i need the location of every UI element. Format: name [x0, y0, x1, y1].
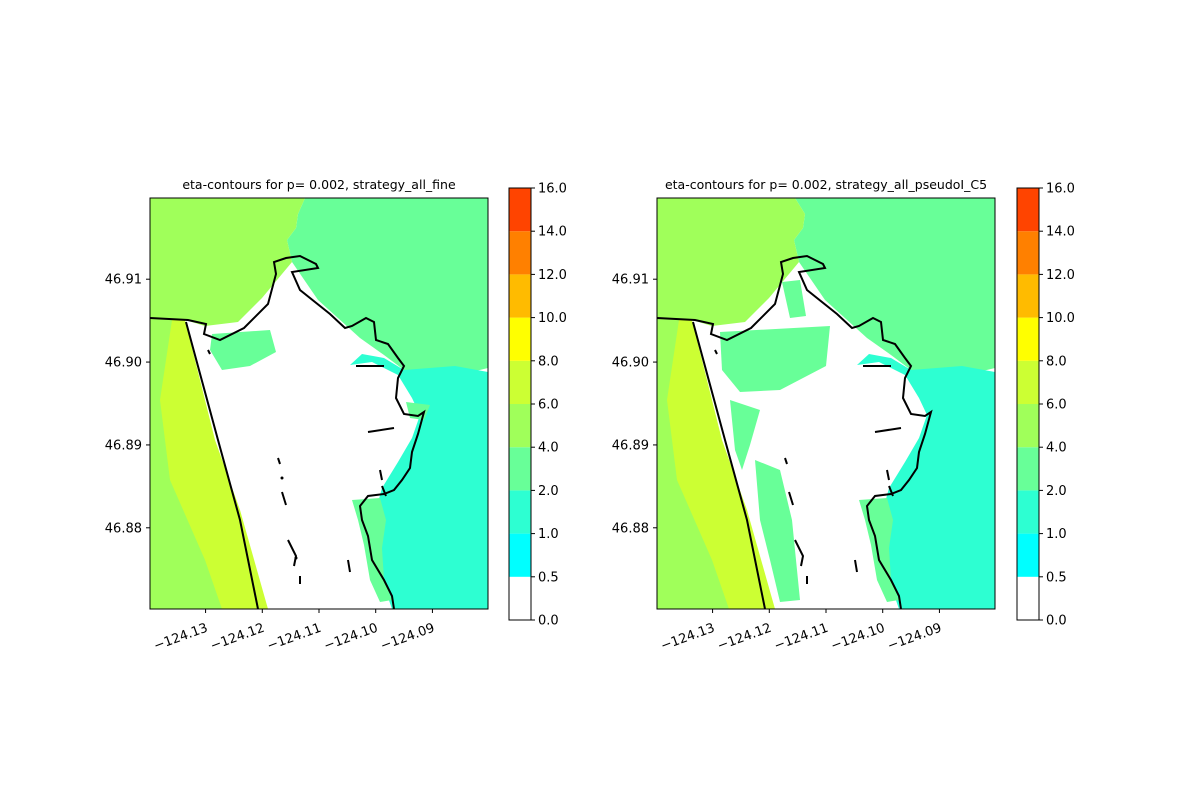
region-level-2-patch-d-right — [755, 460, 800, 602]
colorbar-label: 14.0 — [1046, 225, 1075, 240]
coastline-spit-left — [185, 321, 259, 609]
y-tick-label: 46.88 — [612, 521, 649, 536]
y-tick-label: 46.91 — [612, 273, 649, 288]
x-tick-label: −124.10 — [322, 621, 380, 654]
colorbar-label: 14.0 — [538, 225, 567, 240]
y-tick-label: 46.91 — [105, 273, 142, 288]
islands-right — [714, 349, 902, 584]
colorbar-label: 10.0 — [538, 311, 567, 326]
region-level-2-patch-e-right — [782, 280, 806, 318]
colorbar-label: 12.0 — [538, 268, 567, 283]
x-tick-label: −124.09 — [886, 621, 944, 654]
left-point-b — [294, 556, 298, 560]
colorbar-right: 0.0 0.5 1.0 2.0 4.0 6.0 8.0 10.0 12.0 14.0 16.0 — [1016, 182, 1075, 629]
panel-title-left: eta-contours for p= 0.002, strategy_all_… — [182, 177, 456, 192]
colorbar-segment — [509, 404, 531, 448]
colorbar-segment — [509, 231, 531, 275]
colorbar-segment — [1017, 490, 1039, 534]
x-axis-right: −124.13−124.12−124.11−124.10−124.09 — [659, 609, 944, 654]
colorbar-segment — [1017, 404, 1039, 448]
colorbar-segment — [509, 317, 531, 361]
region-level-2-patch-c-right — [730, 400, 760, 470]
coastline-spit-right — [692, 321, 766, 609]
shoreline-left — [150, 254, 426, 609]
colorbar-segment — [509, 188, 531, 232]
y-tick-label: 46.88 — [105, 521, 142, 536]
region-level-4-bay-left — [150, 198, 305, 326]
region-level-2-ocean-left — [150, 318, 222, 609]
colorbar-label: 4.0 — [1046, 441, 1067, 456]
region-level-1-channel-right — [857, 354, 995, 609]
left-point-a — [280, 476, 284, 480]
x-tick-label: −124.13 — [659, 621, 717, 654]
colorbar-label: 8.0 — [538, 354, 559, 369]
map-panel-left: eta-contours for p= 0.002, strategy_all_… — [105, 177, 567, 654]
x-tick-label: −124.12 — [716, 621, 774, 654]
x-tick-label: −124.11 — [265, 621, 323, 654]
colorbar-segment — [509, 533, 531, 577]
region-level-2-bay-right — [794, 198, 995, 382]
islands-left — [207, 349, 395, 584]
colorbar-segment — [1017, 447, 1039, 491]
region-level-2-patch-b-right — [720, 326, 830, 392]
x-axis-left: −124.13−124.12−124.11−124.10−124.09 — [152, 609, 437, 654]
colorbar-label: 6.0 — [1046, 398, 1067, 413]
colorbar-label: 8.0 — [1046, 354, 1067, 369]
colorbar-label: 12.0 — [1046, 268, 1075, 283]
colorbar-segment — [509, 447, 531, 491]
colorbar-segment — [1017, 274, 1039, 318]
colorbar-segment — [1017, 188, 1039, 232]
y-tick-label: 46.90 — [105, 356, 142, 371]
region-level-2-bay-left — [287, 198, 488, 382]
colorbar-segment — [1017, 317, 1039, 361]
colorbar-label: 2.0 — [1046, 484, 1067, 499]
x-tick-label: −124.12 — [209, 621, 267, 654]
colorbar-label: 10.0 — [1046, 311, 1075, 326]
panel-title-right: eta-contours for p= 0.002, strategy_all_… — [665, 177, 987, 192]
x-tick-label: −124.11 — [772, 621, 830, 654]
colorbar-segment — [509, 360, 531, 404]
colorbar-segment — [1017, 231, 1039, 275]
region-level-1-channel-left — [350, 354, 488, 609]
region-level-2-ocean-right — [657, 318, 729, 609]
colorbar-label: 2.0 — [538, 484, 559, 499]
shoreline-right — [657, 254, 933, 609]
colorbar-label: 16.0 — [538, 182, 567, 197]
colorbar-segment — [509, 576, 531, 620]
x-tick-label: −124.13 — [152, 621, 210, 654]
y-tick-label: 46.89 — [612, 438, 649, 453]
colorbar-label: 1.0 — [1046, 527, 1067, 542]
colorbar-segment — [1017, 576, 1039, 620]
colorbar-segment — [1017, 533, 1039, 577]
y-axis-left: 46.88 46.89 46.90 46.91 — [105, 273, 150, 536]
x-tick-label: −124.10 — [829, 621, 887, 654]
y-axis-right: 46.88 46.89 46.90 46.91 — [612, 273, 657, 536]
y-tick-label: 46.90 — [612, 356, 649, 371]
x-tick-label: −124.09 — [379, 621, 437, 654]
colorbar-left: 0.0 0.5 1.0 2.0 4.0 6.0 8.0 10.0 12.0 14.0 16.0 — [508, 182, 567, 629]
colorbar-label: 0.0 — [1046, 614, 1067, 629]
colorbar-label: 0.0 — [538, 614, 559, 629]
colorbar-label: 6.0 — [538, 398, 559, 413]
colorbar-label: 16.0 — [1046, 182, 1075, 197]
contour-fill-left — [150, 198, 488, 609]
region-level-2-patch-c-left — [210, 330, 276, 370]
map-panel-right: eta-contours for p= 0.002, strategy_all_… — [612, 177, 1075, 654]
y-tick-label: 46.89 — [105, 438, 142, 453]
region-level-4-bay-right — [657, 198, 805, 326]
colorbar-segment — [1017, 360, 1039, 404]
contour-fill-right — [657, 198, 995, 609]
colorbar-label: 1.0 — [538, 527, 559, 542]
colorbar-segment — [509, 490, 531, 534]
colorbar-label: 4.0 — [538, 441, 559, 456]
colorbar-label: 0.5 — [1046, 570, 1067, 585]
colorbar-label: 0.5 — [538, 570, 559, 585]
colorbar-segment — [509, 274, 531, 318]
